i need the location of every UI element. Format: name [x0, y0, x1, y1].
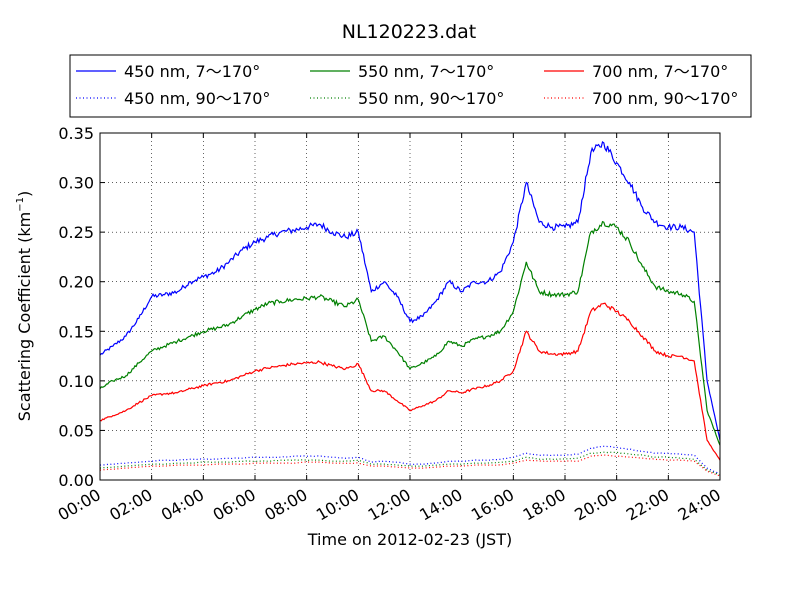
legend-label-4: 550 nm, 90～170°: [358, 89, 504, 108]
legend-label-0: 450 nm, 7～170°: [124, 62, 260, 81]
y-tick-label: 0.05: [58, 421, 94, 440]
y-tick-label: 0.30: [58, 174, 94, 193]
legend-box: [69, 54, 752, 118]
series-line-3: [100, 445, 720, 475]
x-tick-label: 00:00: [55, 485, 104, 525]
x-axis-label: Time on 2012-02-23 (JST): [307, 530, 512, 549]
x-tick-label: 22:00: [623, 485, 672, 525]
x-tick-label: 08:00: [261, 485, 310, 525]
grid: [100, 133, 720, 480]
series-line-1: [100, 220, 720, 446]
legend: 450 nm, 7～170° 550 nm, 7～170° 700 nm, 7～17…: [69, 54, 752, 118]
chart-title: NL120223.dat: [342, 21, 477, 43]
y-tick-label: 0.25: [58, 223, 94, 242]
x-tick-label: 16:00: [468, 485, 517, 525]
x-tick-label: 06:00: [210, 485, 259, 525]
legend-label-2: 700 nm, 7～170°: [592, 62, 728, 81]
y-tick-label: 0.00: [58, 471, 94, 490]
y-tick-label: 0.10: [58, 372, 94, 391]
y-axis-label-exponent: −1: [15, 197, 26, 212]
x-tick-label: 14:00: [416, 485, 465, 525]
legend-label-3: 450 nm, 90～170°: [124, 89, 270, 108]
y-tick-label: 0.35: [58, 124, 94, 143]
legend-label-1: 550 nm, 7～170°: [358, 62, 494, 81]
y-axis-label: Scattering Coefficient (km−1): [15, 191, 34, 422]
series-line-4: [100, 451, 720, 476]
series-group: [100, 141, 720, 477]
x-tick-label: 20:00: [571, 485, 620, 525]
legend-label-5: 700 nm, 90～170°: [592, 89, 738, 108]
y-tick-label: 0.15: [58, 322, 94, 341]
x-tick-label: 12:00: [365, 485, 414, 525]
x-tick-label: 04:00: [158, 485, 207, 525]
y-axis-label-close: ): [15, 191, 34, 197]
x-tick-label: 10:00: [313, 485, 362, 525]
y-axis-label-main: Scattering Coefficient (km: [15, 212, 34, 422]
axis-ticks: 00:00 02:00 04:00 06:00 08:00 10:00 12:00 14:00…: [55, 124, 724, 525]
series-line-2: [100, 302, 720, 461]
y-tick-label: 0.20: [58, 273, 94, 292]
x-tick-label: 24:00: [675, 485, 724, 525]
x-tick-label: 18:00: [520, 485, 569, 525]
series-line-0: [100, 141, 720, 441]
x-tick-label: 02:00: [106, 485, 155, 525]
